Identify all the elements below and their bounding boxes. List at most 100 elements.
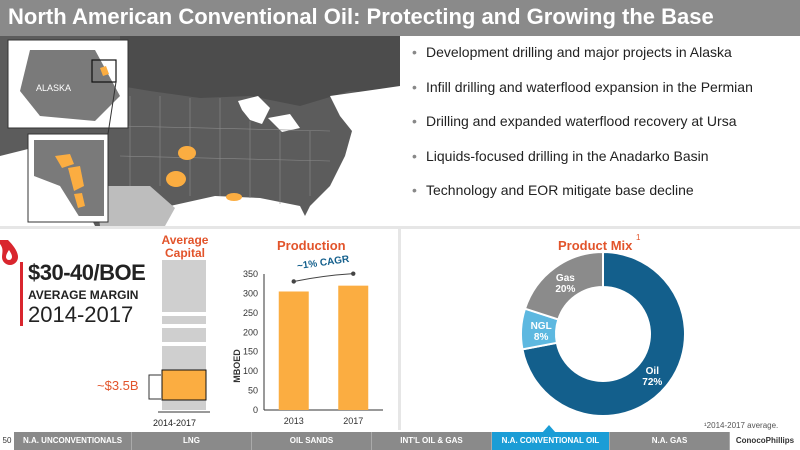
production-ylabel: MBOED <box>232 349 242 383</box>
oil-area-permian <box>166 171 186 187</box>
alaska-zoom-sea <box>34 176 80 218</box>
production-bar <box>338 285 369 410</box>
zoom-oil-area-3 <box>74 193 85 208</box>
cagr-label: ~1% CAGR <box>296 254 350 272</box>
alaska-shape <box>20 50 120 121</box>
nav-tab-oil-sands[interactable]: OIL SANDS <box>252 432 372 450</box>
bullet-item: • Liquids-focused drilling in the Anadark… <box>412 148 797 183</box>
production-chart: MBOED 0 50 100 150 200 250 300 350 2013 2017 ~1%… <box>232 254 383 426</box>
slice-value-label: 72% <box>642 377 662 388</box>
inset-connector <box>107 81 117 135</box>
state-borders <box>119 96 331 204</box>
bullet-text: Drilling and expanded waterflood recover… <box>426 113 737 129</box>
title-bar: North American Conventional Oil: Protect… <box>0 0 800 36</box>
slice-name-label: Oil <box>646 366 660 377</box>
nav-tab-lng[interactable]: LNG <box>132 432 252 450</box>
bullet-dot: • <box>412 113 417 129</box>
capital-bar-separator <box>162 324 206 328</box>
mexico-region <box>95 186 175 226</box>
production-bar <box>278 291 309 410</box>
bullet-item: • Drilling and expanded waterflood recove… <box>412 113 797 148</box>
y-tick-label: 100 <box>243 366 258 376</box>
atlantic-ocean <box>300 86 400 226</box>
bullet-list: • Development drilling and major projects… <box>412 44 797 217</box>
margin-label: AVERAGE MARGIN <box>28 288 139 302</box>
canada-region <box>120 36 400 106</box>
bullet-item: • Infill drilling and waterflood expansio… <box>412 79 797 114</box>
product-mix-slices <box>520 250 686 417</box>
slice-value-label: 8% <box>534 332 549 343</box>
bullet-dot: • <box>412 44 417 60</box>
capital-highlight-segment <box>161 369 207 401</box>
y-tick-label: 50 <box>248 386 258 396</box>
slice-name-label: Gas <box>556 273 575 284</box>
product-mix-title: Product Mix <box>558 238 633 253</box>
alaska-label: ALASKA <box>36 83 71 93</box>
bullet-text: Development drilling and major projects … <box>426 44 732 60</box>
bullet-item: • Technology and EOR mitigate base declin… <box>412 182 797 217</box>
great-lakes <box>238 96 270 124</box>
x-tick-label: 2013 <box>284 416 304 426</box>
capital-value-label: ~$3.5B <box>97 378 139 393</box>
capital-title-line2: Capital <box>164 246 205 260</box>
production-x-ticks: 2013 2017 <box>284 416 364 426</box>
bullet-item: • Development drilling and major projects… <box>412 44 797 79</box>
y-tick-label: 150 <box>243 347 258 357</box>
nav-tab-intl-oil-gas[interactable]: INT'L OIL & GAS <box>372 432 492 450</box>
nav-tab-na-unconventionals[interactable]: N.A. UNCONVENTIONALS <box>14 432 132 450</box>
zoom-oil-area-2 <box>68 166 84 191</box>
great-lakes-east <box>268 114 300 132</box>
margin-years: 2014-2017 <box>28 302 134 327</box>
cagr-dot-start <box>291 279 296 284</box>
logo-text: ConocoPhillips <box>735 436 795 445</box>
slice-name-label: NGL <box>531 321 552 332</box>
margin-block: $30-40/BOE AVERAGE MARGIN 2014-2017 <box>20 260 146 330</box>
y-tick-label: 300 <box>243 288 258 298</box>
page-number: 50 <box>0 432 14 450</box>
bullet-text: Liquids-focused drilling in the Anadarko… <box>426 147 709 164</box>
company-logo: ConocoPhillips <box>730 432 800 450</box>
capital-column <box>158 260 210 413</box>
margin-value: $30-40/BOE <box>28 260 146 285</box>
section-divider <box>0 226 800 229</box>
cagr-dot-end <box>351 271 356 276</box>
y-tick-label: 350 <box>243 269 258 279</box>
active-tab-pointer-icon <box>542 425 556 433</box>
y-tick-label: 0 <box>253 405 258 415</box>
north-america-map: ALASKA <box>0 36 400 226</box>
bullet-text: Infill drilling and waterflood expansion… <box>426 78 753 95</box>
product-mix-slice <box>521 250 686 417</box>
capital-bar-separator <box>162 342 206 346</box>
nav-tab-na-gas[interactable]: N.A. GAS <box>610 432 730 450</box>
zoom-oil-area-1 <box>55 154 74 168</box>
nav-tab-na-conventional-oil[interactable]: N.A. CONVENTIONAL OIL <box>492 432 610 450</box>
oil-area-ursa <box>226 193 242 201</box>
bullet-dot: • <box>412 182 417 198</box>
bottom-nav: 50 N.A. UNCONVENTIONALS LNG OIL SANDS IN… <box>0 432 800 450</box>
alaska-focus-box <box>91 59 117 83</box>
production-bars <box>278 285 369 410</box>
alaska-oil-area <box>100 66 109 76</box>
product-mix-slice <box>523 250 604 321</box>
column-divider <box>398 229 401 430</box>
page-title: North American Conventional Oil: Protect… <box>8 4 714 29</box>
map-graphic: ALASKA <box>0 36 400 226</box>
capital-bracket <box>148 374 161 400</box>
bullet-dot: • <box>412 78 417 95</box>
y-tick-label: 250 <box>243 308 258 318</box>
oil-drop-icon <box>0 240 18 265</box>
product-mix-superscript: 1 <box>636 233 641 242</box>
footnote: ¹2014-2017 average. <box>704 421 779 430</box>
cagr-trend-line <box>293 273 354 282</box>
capital-title-line1: Average <box>161 233 209 247</box>
bullet-text: Technology and EOR mitigate base decline <box>426 182 694 198</box>
gulf-of-mexico <box>160 196 310 226</box>
bullet-dot: • <box>412 147 417 164</box>
capital-title: Average Capital <box>155 234 215 260</box>
production-title: Production <box>277 238 346 253</box>
margin-accent-rule <box>20 262 23 326</box>
capital-bar-separator <box>162 312 206 316</box>
x-tick-label: 2017 <box>343 416 363 426</box>
oil-area-anadarko <box>178 146 196 160</box>
